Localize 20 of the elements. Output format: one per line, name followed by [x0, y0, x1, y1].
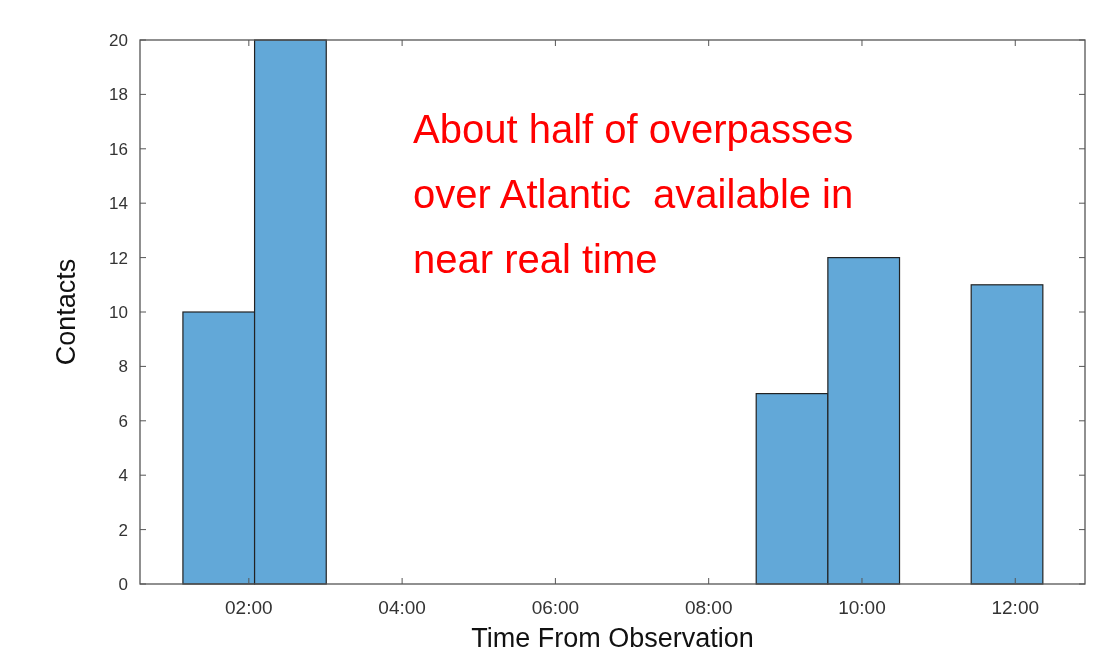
- x-tick-label: 12:00: [991, 597, 1040, 618]
- y-tick-label: 8: [118, 357, 128, 377]
- y-tick-label: 20: [109, 30, 128, 50]
- y-tick-label: 12: [109, 248, 128, 268]
- x-tick-label: 06:00: [531, 597, 580, 618]
- x-tick-label: 10:00: [838, 597, 886, 618]
- y-tick-label: 0: [118, 574, 128, 594]
- x-tick-label: 02:00: [225, 597, 273, 618]
- y-tick-label: 10: [109, 302, 128, 322]
- y-tick-label: 6: [118, 411, 128, 431]
- y-tick-label: 18: [109, 85, 128, 105]
- y-tick-label: 16: [109, 139, 128, 159]
- annotation: About half of overpasses over Atlantic available in near real time: [413, 107, 854, 281]
- y-axis-title: Contacts: [51, 258, 81, 366]
- x-tick-label: 04:00: [378, 597, 426, 618]
- x-axis-title: Time From Observation: [471, 623, 754, 653]
- y-tick-label: 2: [118, 520, 128, 540]
- y-tick-label: 14: [109, 194, 128, 214]
- x-tick-label: 08:00: [684, 597, 733, 618]
- y-tick-label: 4: [118, 466, 128, 486]
